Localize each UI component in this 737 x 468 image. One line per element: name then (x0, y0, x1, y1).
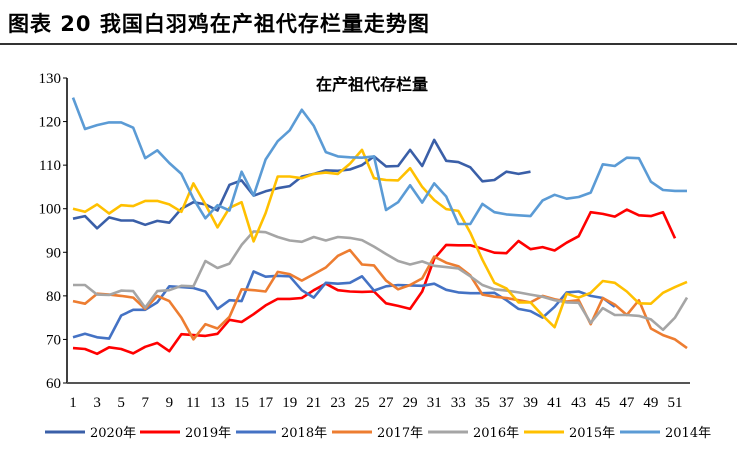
x-tick-label: 19 (282, 395, 297, 411)
x-tick-label: 13 (210, 395, 225, 411)
chart-title: 在产祖代存栏量 (316, 75, 428, 94)
x-tick-label: 21 (306, 395, 321, 411)
y-tick-label: 120 (39, 115, 62, 131)
x-tick-label: 29 (403, 395, 418, 411)
series-line-2019年 (72, 208, 677, 356)
x-tick-label: 15 (234, 395, 249, 411)
legend-label: 2016年 (473, 426, 519, 441)
x-tick-label: 11 (186, 395, 200, 411)
figure-title: 图表 20 我国白羽鸡在产祖代存栏量走势图 (8, 12, 430, 36)
x-tick-label: 51 (668, 395, 683, 411)
x-tick-label: 39 (523, 395, 538, 411)
title-rule (0, 43, 737, 45)
legend-label: 2015年 (569, 426, 615, 441)
x-tick-label: 7 (141, 395, 149, 411)
y-tick-label: 100 (39, 202, 62, 218)
x-tick-label: 23 (330, 395, 345, 411)
y-tick-label: 90 (46, 245, 61, 261)
x-tick-label: 17 (258, 395, 274, 411)
y-tick-label: 80 (46, 289, 61, 305)
series-line-2014年 (71, 97, 687, 226)
x-tick-label: 49 (643, 395, 658, 411)
x-tick-label: 25 (354, 395, 369, 411)
x-tick-label: 41 (547, 395, 562, 411)
x-tick-label: 31 (427, 395, 442, 411)
x-tick-label: 9 (166, 395, 174, 411)
legend-label: 2014年 (665, 426, 711, 441)
y-tick-label: 60 (46, 376, 61, 392)
x-tick-label: 27 (379, 395, 395, 411)
x-tick-label: 1 (69, 395, 77, 411)
x-tick-label: 47 (619, 395, 635, 411)
series-line-2018年 (72, 270, 616, 340)
x-tick-label: 33 (451, 395, 466, 411)
legend-label: 2020年 (90, 426, 136, 441)
legend-label: 2019年 (185, 426, 231, 441)
y-tick-label: 110 (39, 158, 61, 174)
x-tick-label: 5 (117, 395, 125, 411)
legend-label: 2018年 (281, 426, 327, 441)
x-tick-label: 35 (475, 395, 490, 411)
legend-label: 2017年 (377, 426, 423, 441)
series-line-2016年 (73, 230, 689, 332)
x-tick-label: 43 (571, 395, 586, 411)
x-tick-label: 37 (499, 395, 515, 411)
x-tick-label: 45 (595, 395, 610, 411)
x-tick-label: 3 (93, 395, 101, 411)
y-tick-label: 70 (46, 332, 61, 348)
y-tick-label: 130 (39, 71, 62, 87)
series-line-2020年 (72, 138, 531, 230)
